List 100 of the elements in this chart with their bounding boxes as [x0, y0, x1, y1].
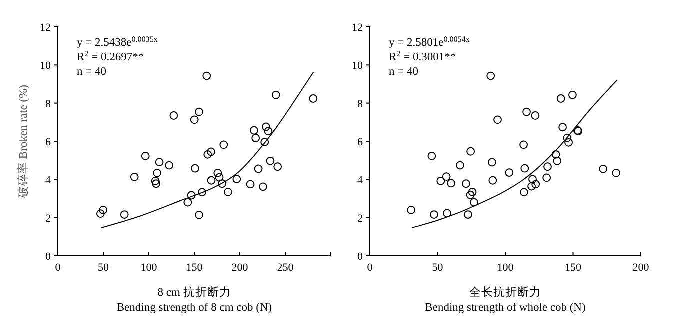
point	[447, 179, 456, 188]
x-tick-label: 100	[497, 262, 514, 274]
point	[152, 180, 160, 188]
y-tick-label: 6	[46, 136, 52, 148]
point	[563, 134, 572, 142]
point	[170, 112, 178, 120]
point	[204, 150, 212, 159]
y-tick-label: 10	[352, 60, 364, 72]
x-tick-label: 50	[432, 262, 444, 274]
y-tick-label: 4	[46, 174, 52, 187]
y-tick-label: 8	[46, 98, 52, 110]
point	[250, 126, 258, 135]
annotation: y = 2.5801e$^{0.0054x}$	[389, 34, 470, 49]
x-axis-title: 全长抗折断力 Bending strength of whole cob (N)	[425, 286, 586, 314]
annotation: R$^{2}$ = 0.2697**	[77, 49, 144, 64]
point	[155, 158, 164, 166]
point	[165, 161, 174, 170]
point	[558, 123, 568, 132]
annotation: n = 40	[389, 66, 419, 78]
point	[252, 134, 260, 142]
point	[202, 72, 212, 80]
point	[494, 116, 502, 124]
annotation: R$^{2}$ = 0.3001**	[389, 49, 456, 64]
point	[436, 176, 446, 186]
point	[443, 209, 452, 218]
annotation: y = 2.5438e$^{0.0035x}$	[77, 34, 158, 49]
point	[207, 148, 216, 156]
point	[430, 210, 438, 219]
point	[246, 180, 255, 189]
point	[466, 147, 476, 156]
y-tick-label: 4	[358, 174, 364, 187]
point	[612, 168, 621, 178]
point	[470, 198, 478, 207]
point	[468, 188, 477, 196]
y-tick-label: 12	[40, 22, 51, 34]
y-tick-label: 0	[358, 251, 364, 263]
point	[190, 116, 199, 124]
point	[99, 206, 108, 214]
point	[520, 140, 528, 150]
point	[531, 112, 540, 120]
point	[198, 188, 206, 197]
point	[153, 168, 162, 178]
point	[466, 190, 475, 200]
point	[442, 172, 451, 182]
x-tick-label: 100	[140, 262, 158, 274]
point	[552, 150, 560, 159]
point	[264, 127, 273, 136]
point	[120, 210, 129, 219]
point	[184, 198, 192, 207]
point	[260, 138, 270, 146]
point	[224, 188, 232, 196]
y-axis-title: 破碎率 Broken rate (%)	[16, 84, 30, 199]
point	[215, 173, 224, 182]
point	[505, 168, 514, 177]
point	[274, 162, 282, 172]
point	[262, 122, 270, 132]
point	[151, 176, 160, 186]
x-tick-label: 0	[55, 262, 62, 274]
point	[96, 210, 105, 218]
y-tick-label: 12	[352, 22, 363, 34]
x-tick-label: 150	[186, 262, 204, 274]
point	[568, 90, 577, 100]
point	[207, 176, 216, 185]
point	[520, 188, 528, 197]
point	[407, 206, 416, 214]
point	[486, 72, 496, 80]
x-tick-label: 200	[632, 262, 650, 274]
point	[195, 108, 204, 116]
point	[599, 164, 608, 174]
point	[488, 158, 496, 167]
x-tick-label: 250	[277, 262, 294, 274]
point	[214, 168, 222, 178]
point	[232, 175, 242, 184]
point	[528, 175, 537, 184]
point	[259, 182, 268, 192]
point	[218, 180, 226, 188]
point	[520, 164, 530, 173]
point	[254, 164, 263, 174]
point	[522, 108, 531, 116]
line-series	[412, 80, 618, 229]
x-tick-label: 200	[232, 262, 249, 274]
point	[532, 180, 540, 189]
point	[462, 180, 470, 188]
point	[309, 94, 318, 103]
point	[464, 210, 472, 219]
point	[191, 164, 200, 173]
y-tick-label: 0	[46, 251, 52, 263]
point	[195, 210, 204, 220]
point	[553, 156, 562, 166]
point	[542, 174, 552, 182]
point	[488, 176, 498, 185]
point	[130, 172, 139, 182]
point	[564, 138, 573, 147]
point	[428, 152, 436, 160]
x-axis-title: 8 cm 抗折断力 Bending strength of 8 cm cob (N)	[116, 286, 272, 314]
point	[141, 152, 150, 160]
point	[544, 162, 552, 172]
point	[220, 140, 228, 150]
point	[272, 90, 280, 100]
y-tick-label: 6	[358, 136, 364, 148]
